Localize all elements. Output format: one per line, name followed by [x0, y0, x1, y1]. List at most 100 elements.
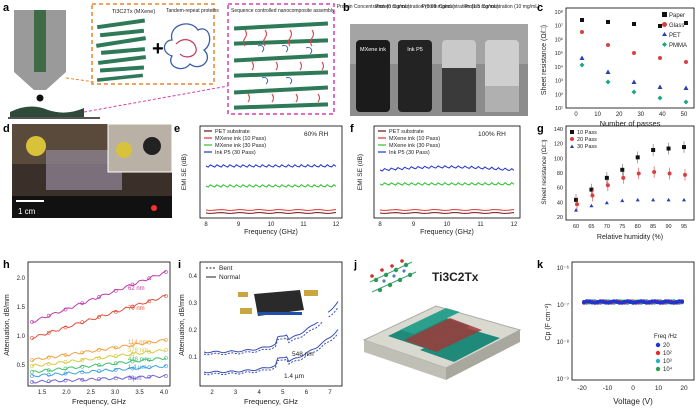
curve-f-0	[379, 212, 515, 214]
marker-h-6	[113, 376, 118, 381]
x-tick-labels-h: 1.5 2.0 2.5 3.0 3.5 4.0	[38, 390, 169, 396]
marker-h-6	[30, 380, 34, 384]
marker-h-5	[63, 371, 68, 376]
curve-label-h-5: 1.4 µm	[128, 365, 146, 371]
marker-h-3	[164, 348, 168, 352]
curve-h-1	[31, 295, 167, 340]
y-tick-i-3: 0.1	[189, 355, 198, 361]
x-tick-e-0: 8	[204, 222, 208, 228]
x-tick-k-1: -10	[603, 385, 613, 392]
y-tick-g-0: 140	[554, 127, 563, 133]
legend-g-0: 10 Pass	[577, 130, 597, 136]
point-c-pmma	[631, 89, 637, 95]
marker-h-0	[80, 301, 85, 306]
curve-f-3	[379, 165, 515, 172]
point-c-glass	[606, 43, 610, 47]
panel-d-letter: d	[3, 123, 10, 135]
x-tick-g-7: 95	[681, 224, 687, 230]
legend-g-1: 20 Pass	[577, 137, 597, 143]
marker-h-0	[164, 270, 168, 274]
curve-i-14-normal	[203, 329, 339, 374]
x-tick-e-3: 11	[300, 222, 307, 228]
legend-k-2: 10³	[663, 359, 672, 365]
vial-4-fill	[485, 86, 519, 112]
marker-h-2	[80, 350, 85, 355]
curves-i	[203, 301, 339, 376]
marker-h-1	[147, 299, 152, 304]
plot-frame-c	[565, 7, 695, 109]
plot-frame-k	[571, 261, 695, 381]
y-tick-h-1: 1.5	[17, 305, 26, 311]
y-tick-c-2: 10⁶	[555, 36, 563, 43]
legend-c: Paper Glass PET PMMA	[662, 12, 687, 49]
curve-label-h-1: 70 nm	[128, 306, 145, 312]
x-tick-c-3: 30	[637, 112, 644, 118]
curves-f	[379, 165, 515, 214]
point-g-30	[589, 203, 594, 208]
marker-h-5	[130, 366, 135, 371]
y-tick-g-5: 40	[557, 200, 563, 206]
x-tick-h-2: 2.5	[87, 390, 96, 396]
point-c-pmma	[683, 99, 689, 105]
mxene-protein-box	[91, 3, 215, 85]
plot-frame-g	[565, 125, 695, 221]
inset-device	[143, 137, 161, 155]
point-c-pet	[657, 84, 663, 89]
plus-sign: +	[152, 38, 164, 60]
marker-h-6	[63, 378, 68, 383]
point-g-20	[667, 171, 672, 176]
x-axis-label-k: Voltage (V)	[613, 397, 653, 406]
y-axis-label-e: EMI SE (dB)	[181, 154, 188, 190]
point-g-10	[651, 148, 656, 152]
point-c-paper	[632, 22, 636, 26]
x-tick-k-0: -20	[577, 385, 587, 392]
legend-c-pet: PET	[669, 33, 681, 39]
y-axis-label-c: Sheet resistance (Ω/□)	[541, 25, 548, 95]
marker-h-0	[30, 320, 34, 324]
label-1-4um: 1.4 µm	[284, 373, 304, 380]
y-tick-g-2: 100	[554, 156, 563, 162]
marker-h-1	[63, 325, 68, 330]
marker-h-1	[30, 336, 34, 340]
panel-f-letter: f	[350, 123, 354, 135]
marker-h-3	[130, 352, 135, 356]
y-tick-h-0: 2.0	[17, 276, 26, 282]
curve-h-3	[31, 348, 167, 367]
curve-h-0	[31, 270, 167, 323]
x-tick-i-4: 6	[305, 390, 309, 396]
point-c-pet	[579, 55, 585, 60]
point-c-pmma	[605, 79, 611, 85]
legend-k-1: 10²	[663, 351, 672, 357]
panel-i: i 0.4 0.3 0.2 0.1 2 3 4 5 6 7 Attenuation, dB/mm…	[178, 259, 343, 406]
protein-coil	[163, 23, 211, 70]
x-tick-c-2: 20	[616, 112, 623, 118]
marker-h-4	[97, 363, 101, 367]
y-tick-c-5: 10³	[555, 79, 563, 85]
x-tick-labels-i: 2 3 4 5 6 7	[210, 390, 332, 396]
yellow-connector	[26, 136, 46, 156]
scatter-points-g	[574, 141, 687, 212]
y-tick-h-2: 1.0	[17, 334, 26, 340]
plot-frame-i	[199, 261, 343, 387]
led-indicator	[151, 205, 157, 211]
x-tick-i-0: 2	[210, 390, 214, 396]
y-tick-c-7: 10¹	[555, 106, 563, 112]
y-tick-labels-i: 0.4 0.3 0.2 0.1	[189, 274, 198, 361]
y-tick-g-4: 60	[557, 186, 563, 192]
protein-label: Tandem-repeat proteins	[166, 8, 219, 14]
curve-i-548-bent	[203, 307, 339, 356]
panel-h-letter: h	[3, 259, 10, 271]
point-c-pmma	[657, 95, 663, 101]
assembly-box	[227, 3, 335, 115]
point-g-20	[652, 170, 657, 174]
vial-3-sediment	[442, 68, 476, 112]
point-g-10	[589, 187, 594, 192]
marker-h-6	[80, 377, 85, 382]
point-g-10	[574, 197, 578, 202]
point-g-20	[575, 202, 579, 207]
x-tick-g-5: 85	[650, 224, 656, 230]
y-axis-label-k: Cp (F cm⁻²)	[545, 303, 552, 340]
label-548nm: 548 nm	[292, 351, 314, 358]
panel-i-letter: i	[178, 259, 181, 271]
marker-h-3	[147, 350, 152, 354]
